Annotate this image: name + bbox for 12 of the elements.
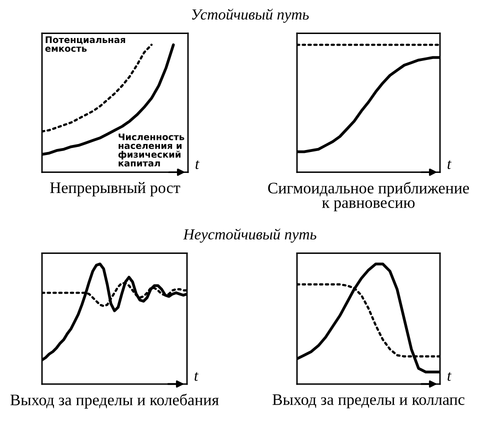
text: Неустойчивый путь	[183, 228, 316, 243]
text: Выход за пределы и колебания	[10, 394, 219, 409]
text: Непрерывный рост	[50, 182, 180, 196]
x-axis-title: t	[448, 372, 452, 381]
text: Сигмоидальное приближение к равновесию	[268, 182, 469, 212]
series-label: Потенциальная емкость	[45, 36, 126, 52]
text: Устойчивый путь	[192, 8, 309, 23]
x-axis-title: t	[194, 372, 198, 381]
series-label: Численность населения и физический капитал	[118, 134, 184, 167]
text: Выход за пределы и коллапс	[272, 394, 464, 408]
x-axis-title: t	[448, 160, 452, 170]
x-axis-title: t	[196, 160, 200, 170]
